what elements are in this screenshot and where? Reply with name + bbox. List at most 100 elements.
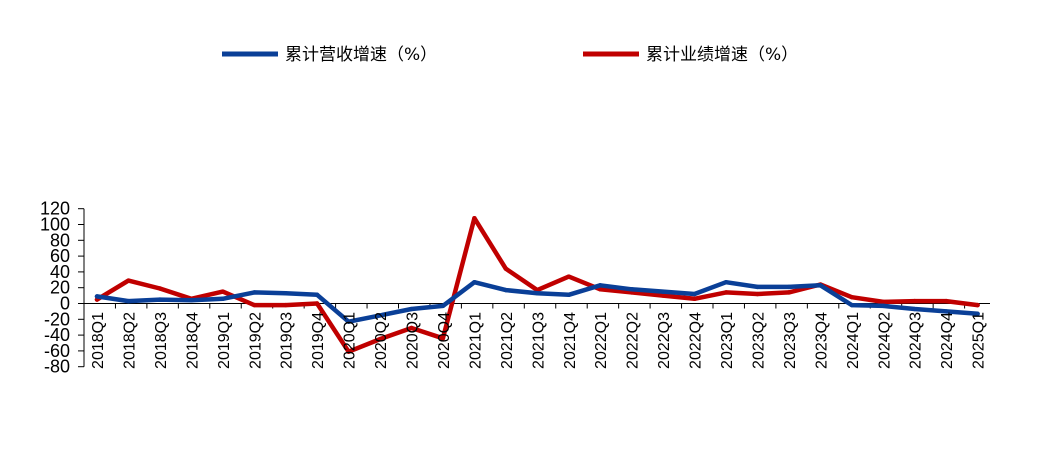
x-category-label: 2019Q2 xyxy=(247,312,264,369)
data-point xyxy=(566,274,571,279)
x-category-label: 2020Q2 xyxy=(373,312,390,369)
data-point xyxy=(503,287,509,293)
legend-label-profit-growth: 累计业绩增速（%） xyxy=(646,45,798,65)
data-point xyxy=(723,279,729,285)
data-point xyxy=(283,291,288,296)
legend-label-revenue-growth: 累计营收增速（%） xyxy=(285,45,437,65)
data-point xyxy=(755,291,760,297)
data-point xyxy=(598,283,603,288)
data-point xyxy=(598,287,603,292)
y-tick-label: 80 xyxy=(50,230,70,250)
data-point xyxy=(409,306,414,312)
x-category-label: 2023Q4 xyxy=(813,312,830,369)
data-point xyxy=(220,296,225,301)
x-category-label: 2024Q3 xyxy=(908,312,925,369)
data-point xyxy=(943,298,949,304)
data-point xyxy=(912,298,917,304)
x-category-label: 2024Q1 xyxy=(845,312,862,369)
data-point xyxy=(252,290,257,295)
x-category-label: 2018Q2 xyxy=(121,312,138,369)
data-point xyxy=(660,293,666,298)
x-category-label: 2023Q2 xyxy=(750,312,767,369)
y-tick-label: 0 xyxy=(60,294,70,314)
y-tick-label: 60 xyxy=(50,246,70,266)
data-point xyxy=(126,278,131,283)
x-category-label: 2021Q1 xyxy=(467,312,484,369)
data-point xyxy=(346,349,351,354)
x-category-label: 2022Q3 xyxy=(656,312,673,369)
data-point xyxy=(692,296,697,301)
y-tick-label: 40 xyxy=(50,262,70,282)
data-point xyxy=(881,303,886,309)
data-point xyxy=(723,290,729,295)
data-point xyxy=(252,302,257,308)
x-category-label: 2022Q2 xyxy=(625,312,642,369)
x-category-label: 2023Q3 xyxy=(782,312,799,369)
x-category-label: 2022Q4 xyxy=(688,312,705,369)
data-point xyxy=(346,319,351,324)
data-point xyxy=(943,309,949,314)
x-category-label: 2019Q3 xyxy=(279,312,296,369)
data-point xyxy=(157,297,163,302)
data-point xyxy=(755,284,760,290)
x-category-label: 2024Q2 xyxy=(876,312,893,369)
data-point xyxy=(94,294,100,299)
data-point xyxy=(818,283,823,288)
data-point xyxy=(629,287,634,292)
x-category-label: 2018Q3 xyxy=(153,312,170,369)
data-point xyxy=(314,292,320,298)
x-category-label: 2021Q2 xyxy=(499,312,516,369)
data-point xyxy=(157,286,163,291)
data-point xyxy=(472,279,477,285)
x-axis-labels: 2018Q1 2018Q2 2018Q3 2018Q4 2019Q1 2019Q2 2019… xyxy=(90,312,988,369)
x-category-label: 2020Q4 xyxy=(436,312,453,369)
y-tick-label: -40 xyxy=(44,325,70,345)
x-category-label: 2019Q4 xyxy=(310,312,327,369)
data-point xyxy=(314,301,320,306)
data-point xyxy=(786,290,792,295)
data-point xyxy=(126,298,131,304)
data-point xyxy=(975,302,980,308)
data-point xyxy=(566,292,571,298)
y-tick-label: 20 xyxy=(50,278,70,298)
x-category-label: 2020Q3 xyxy=(405,312,422,369)
x-category-label: 2021Q4 xyxy=(562,312,579,369)
x-category-label: 2018Q1 xyxy=(90,312,107,369)
data-point xyxy=(377,313,383,318)
y-tick-label: 100 xyxy=(40,215,70,235)
x-category-label: 2018Q4 xyxy=(184,312,201,369)
data-point xyxy=(535,291,540,296)
x-category-label: 2020Q1 xyxy=(342,312,359,369)
x-category-label: 2019Q1 xyxy=(216,312,233,369)
y-tick-label: -80 xyxy=(44,357,70,377)
data-point xyxy=(975,311,980,316)
y-tick-label: 120 xyxy=(40,199,70,219)
data-point xyxy=(849,302,854,308)
data-point xyxy=(440,336,446,341)
x-category-label: 2021Q3 xyxy=(530,312,547,369)
data-point xyxy=(912,306,917,312)
data-point xyxy=(786,284,792,290)
x-category-label: 2023Q1 xyxy=(719,312,736,369)
data-point xyxy=(692,291,697,297)
series-lines xyxy=(94,215,980,354)
data-point xyxy=(472,215,477,221)
data-point xyxy=(283,302,288,308)
data-point xyxy=(377,336,383,342)
data-point xyxy=(440,303,446,309)
legend: 累计营收增速（%） 累计业绩增速（%） xyxy=(222,45,798,65)
y-tick-label: -60 xyxy=(44,341,70,361)
data-point xyxy=(409,325,414,331)
x-category-label: 2024Q4 xyxy=(939,312,956,369)
data-point xyxy=(849,294,854,300)
data-point xyxy=(881,299,886,305)
x-category-label: 2022Q1 xyxy=(593,312,610,369)
data-point xyxy=(503,266,509,271)
data-point xyxy=(189,298,194,303)
data-point xyxy=(220,289,225,294)
data-point xyxy=(660,289,666,294)
y-tick-label: -20 xyxy=(44,309,70,329)
